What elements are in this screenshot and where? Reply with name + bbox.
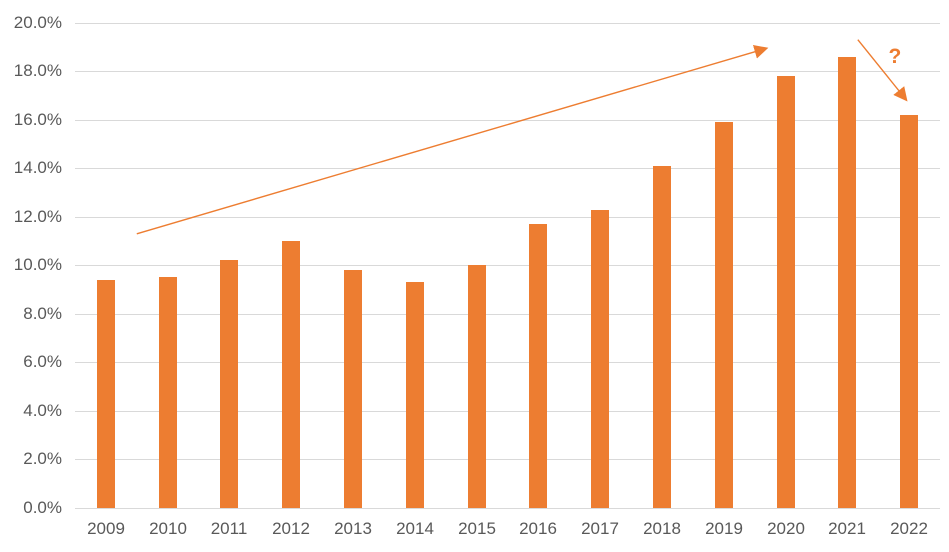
x-tick-label: 2013 (334, 519, 372, 538)
bar-2011 (220, 260, 238, 508)
y-gridline (75, 362, 940, 363)
y-gridline (75, 508, 940, 509)
x-tick-label: 2018 (643, 519, 681, 538)
bar-2010 (159, 277, 177, 508)
x-tick-label: 2020 (767, 519, 805, 538)
bar-2021 (838, 57, 856, 508)
y-tick-label: 18.0% (13, 61, 62, 80)
y-gridline (75, 217, 940, 218)
y-gridline (75, 314, 940, 315)
y-gridline (75, 265, 940, 266)
y-tick-label: 10.0% (13, 255, 62, 274)
x-tick-label: 2021 (828, 519, 866, 538)
y-gridline (75, 168, 940, 169)
x-tick-label: 2015 (458, 519, 496, 538)
bar-2016 (529, 224, 547, 508)
question-mark-annotation: ? (888, 44, 902, 68)
bar-2014 (406, 282, 424, 508)
bar-2012 (282, 241, 300, 508)
bar-2020 (777, 76, 795, 508)
x-tick-label: 2009 (87, 519, 125, 538)
x-tick-label: 2011 (210, 519, 248, 538)
y-tick-label: 20.0% (13, 13, 62, 32)
bar-2013 (344, 270, 362, 508)
bar-2017 (591, 210, 609, 508)
y-tick-label: 16.0% (13, 110, 62, 129)
x-tick-label: 2016 (519, 519, 557, 538)
y-tick-label: 8.0% (23, 304, 62, 323)
bar-2019 (715, 122, 733, 508)
x-tick-label: 2010 (149, 519, 187, 538)
x-tick-label: 2022 (890, 519, 928, 538)
y-tick-label: 14.0% (13, 158, 62, 177)
y-gridline (75, 23, 940, 24)
trend-up-arrow (136, 45, 769, 235)
y-gridline (75, 459, 940, 460)
y-tick-label: 2.0% (23, 449, 62, 468)
bar-2018 (653, 166, 671, 508)
bar-2015 (468, 265, 486, 508)
y-gridline (75, 120, 940, 121)
y-tick-label: 4.0% (23, 401, 62, 420)
y-tick-label: 6.0% (23, 352, 62, 371)
y-gridline (75, 71, 940, 72)
x-tick-label: 2014 (396, 519, 434, 538)
y-gridline (75, 411, 940, 412)
x-tick-label: 2019 (705, 519, 743, 538)
y-tick-label: 12.0% (13, 207, 62, 226)
bar-2022 (900, 115, 918, 508)
x-tick-label: 2017 (581, 519, 619, 538)
y-tick-label: 0.0% (23, 498, 62, 517)
bar-2009 (97, 280, 115, 508)
x-tick-label: 2012 (272, 519, 310, 538)
